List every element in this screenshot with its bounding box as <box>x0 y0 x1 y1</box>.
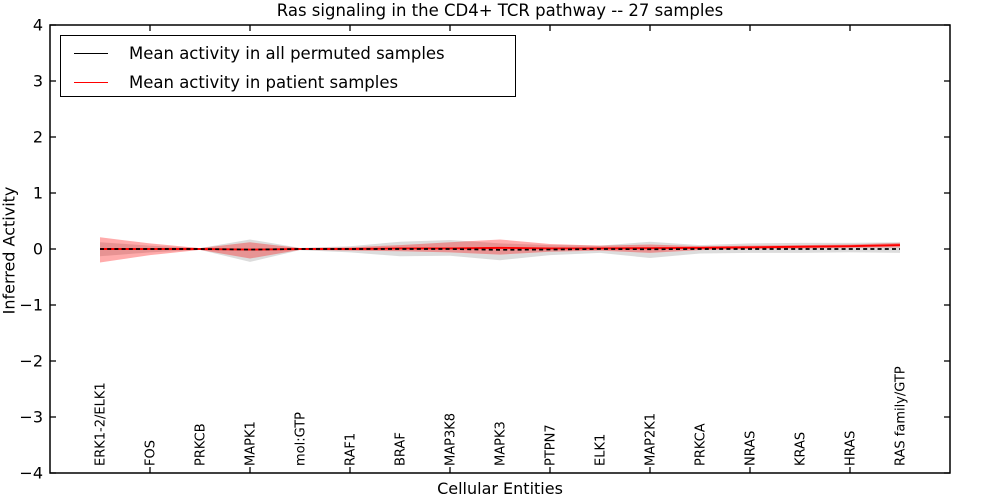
chart-title: Ras signaling in the CD4+ TCR pathway --… <box>276 1 724 20</box>
legend-line-sample-red <box>74 82 108 83</box>
entity-label: FOS <box>144 440 159 466</box>
entity-label: MAPK1 <box>244 421 259 466</box>
legend-item-permuted: Mean activity in all permuted samples <box>74 39 515 68</box>
permuted-samples-std-band <box>100 239 900 262</box>
mean-line-permuted <box>100 248 900 251</box>
y-tick-label: 3 <box>33 72 43 91</box>
entity-label: NRAS <box>744 431 759 466</box>
legend: Mean activity in all permuted samples Me… <box>60 35 516 97</box>
legend-label: Mean activity in patient samples <box>129 73 399 92</box>
patient-samples-std-band <box>100 237 900 263</box>
legend-label: Mean activity in all permuted samples <box>129 44 445 63</box>
legend-item-patient: Mean activity in patient samples <box>74 68 515 97</box>
y-tick-label: 2 <box>33 128 43 147</box>
y-tick-label: −3 <box>19 408 43 427</box>
entity-label: RAF1 <box>344 433 359 466</box>
y-tick-label: 4 <box>33 16 43 35</box>
entity-label: ERK1-2/ELK1 <box>94 382 109 466</box>
entity-label: HRAS <box>844 431 859 466</box>
entity-label: MAP2K1 <box>644 413 659 466</box>
y-tick-label: −1 <box>19 296 43 315</box>
entity-label: PTPN7 <box>544 424 559 466</box>
y-tick-label: −2 <box>19 352 43 371</box>
entity-label: ELK1 <box>594 434 609 466</box>
y-tick-label: 0 <box>33 240 43 259</box>
entity-label: mol:GTP <box>294 412 309 466</box>
entity-label: BRAF <box>394 432 409 466</box>
entity-label: PRKCA <box>694 423 709 466</box>
legend-line-sample-black <box>74 53 108 54</box>
y-tick-label: −4 <box>19 464 43 483</box>
entity-label: RAS family/GTP <box>894 366 909 466</box>
entity-label: MAPK3 <box>494 421 509 466</box>
entity-label: KRAS <box>794 432 809 466</box>
y-tick-label: 1 <box>33 184 43 203</box>
entity-label: MAP3K8 <box>444 413 459 466</box>
x-axis-label: Cellular Entities <box>437 479 563 498</box>
y-axis-label: Inferred Activity <box>0 186 19 315</box>
entity-label: PRKCB <box>194 423 209 466</box>
